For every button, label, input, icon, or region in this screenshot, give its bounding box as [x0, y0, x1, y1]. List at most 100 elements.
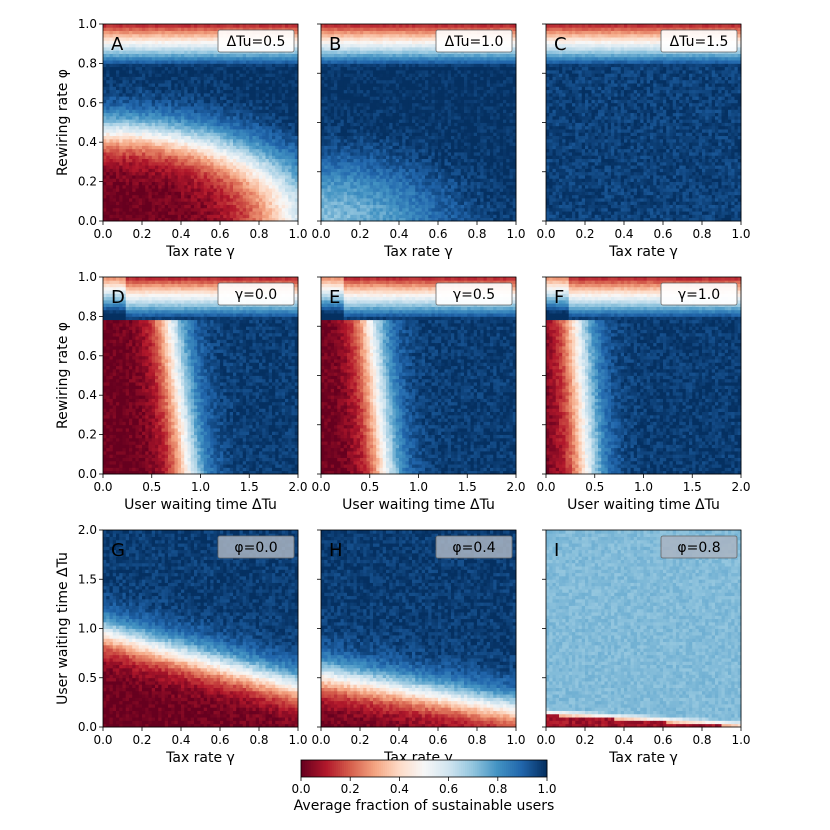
heatmap-cell	[227, 136, 231, 140]
heatmap-cell	[165, 188, 169, 192]
heatmap-cell	[230, 96, 234, 100]
heatmap-cell	[142, 149, 146, 153]
heatmap-cell	[279, 57, 283, 61]
heatmap-cell	[292, 73, 296, 77]
heatmap-cell	[106, 86, 110, 90]
heatmap-cell	[243, 201, 247, 205]
heatmap-cell	[175, 168, 179, 172]
heatmap-cell	[370, 90, 374, 94]
heatmap-cell	[113, 201, 117, 205]
heatmap-cell	[116, 139, 120, 143]
heatmap-cell	[217, 54, 221, 58]
heatmap-cell	[227, 73, 231, 77]
heatmap-cell	[279, 73, 283, 77]
heatmap-cell	[230, 63, 234, 67]
heatmap-cell	[113, 165, 117, 169]
heatmap-cell	[132, 145, 136, 149]
heatmap-cell	[321, 175, 325, 179]
heatmap-cell	[142, 109, 146, 113]
heatmap-cell	[373, 73, 377, 77]
heatmap-cell	[249, 90, 253, 94]
heatmap-cell	[292, 90, 296, 94]
x-tick-label: 1.0	[288, 227, 307, 241]
heatmap-cell	[233, 159, 237, 163]
heatmap-cell	[103, 136, 107, 140]
heatmap-cell	[337, 182, 341, 186]
heatmap-cell	[376, 96, 380, 100]
heatmap-cell	[210, 152, 214, 156]
heatmap-cell	[106, 50, 110, 54]
heatmap-cell	[197, 119, 201, 123]
heatmap-cell	[337, 165, 341, 169]
heatmap-cell	[142, 100, 146, 104]
heatmap-cell	[292, 162, 296, 166]
heatmap-cell	[220, 191, 224, 195]
heatmap-cell	[328, 201, 332, 205]
heatmap-cell	[119, 214, 123, 218]
heatmap-cell	[116, 136, 120, 140]
heatmap-cell	[188, 37, 192, 41]
heatmap-cell	[116, 103, 120, 107]
heatmap-cell	[354, 113, 358, 117]
heatmap-cell	[178, 119, 182, 123]
heatmap-cell	[194, 106, 198, 110]
heatmap-cell	[168, 40, 172, 44]
heatmap-cell	[194, 123, 198, 127]
heatmap-cell	[136, 90, 140, 94]
heatmap-cell	[344, 126, 348, 130]
heatmap-cell	[181, 191, 185, 195]
heatmap-cell	[233, 172, 237, 176]
heatmap-cell	[380, 149, 384, 153]
heatmap-cell	[393, 123, 397, 127]
heatmap-cell	[201, 165, 205, 169]
heatmap-cell	[132, 34, 136, 38]
heatmap-cell	[363, 100, 367, 104]
heatmap-cell	[341, 175, 345, 179]
heatmap-cell	[103, 34, 107, 38]
heatmap-cell	[201, 119, 205, 123]
heatmap-cell	[266, 149, 270, 153]
heatmap-cell	[292, 54, 296, 58]
heatmap-cell	[175, 139, 179, 143]
heatmap-cell	[162, 145, 166, 149]
heatmap-cell	[262, 172, 266, 176]
heatmap-cell	[259, 119, 263, 123]
heatmap-cell	[139, 126, 143, 130]
heatmap-cell	[357, 188, 361, 192]
heatmap-cell	[233, 205, 237, 209]
heatmap-cell	[334, 60, 338, 64]
heatmap-cell	[334, 152, 338, 156]
heatmap-cell	[197, 109, 201, 113]
heatmap-cell	[197, 129, 201, 133]
heatmap-cell	[188, 70, 192, 74]
heatmap-cell	[207, 40, 211, 44]
heatmap-cell	[194, 185, 198, 189]
heatmap-cell	[142, 24, 146, 28]
heatmap-cell	[230, 155, 234, 159]
heatmap-cell	[331, 182, 335, 186]
heatmap-cell	[383, 211, 387, 215]
heatmap-cell	[259, 96, 263, 100]
heatmap-cell	[175, 93, 179, 97]
heatmap-cell	[227, 155, 231, 159]
heatmap-cell	[139, 109, 143, 113]
heatmap-cell	[103, 100, 107, 104]
heatmap-cell	[204, 152, 208, 156]
heatmap-cell	[123, 119, 127, 123]
heatmap-cell	[373, 185, 377, 189]
heatmap-cell	[145, 142, 149, 146]
heatmap-cell	[129, 100, 133, 104]
heatmap-cell	[165, 119, 169, 123]
heatmap-cell	[126, 96, 130, 100]
heatmap-cell	[324, 214, 328, 218]
heatmap-cell	[370, 27, 374, 31]
heatmap-cell	[142, 83, 146, 87]
heatmap-cell	[383, 168, 387, 172]
heatmap-cell	[243, 70, 247, 74]
heatmap-cell	[132, 139, 136, 143]
heatmap-cell	[321, 205, 325, 209]
heatmap-cell	[350, 73, 354, 77]
heatmap-cell	[181, 44, 185, 48]
heatmap-cell	[119, 159, 123, 163]
heatmap-cell	[116, 182, 120, 186]
